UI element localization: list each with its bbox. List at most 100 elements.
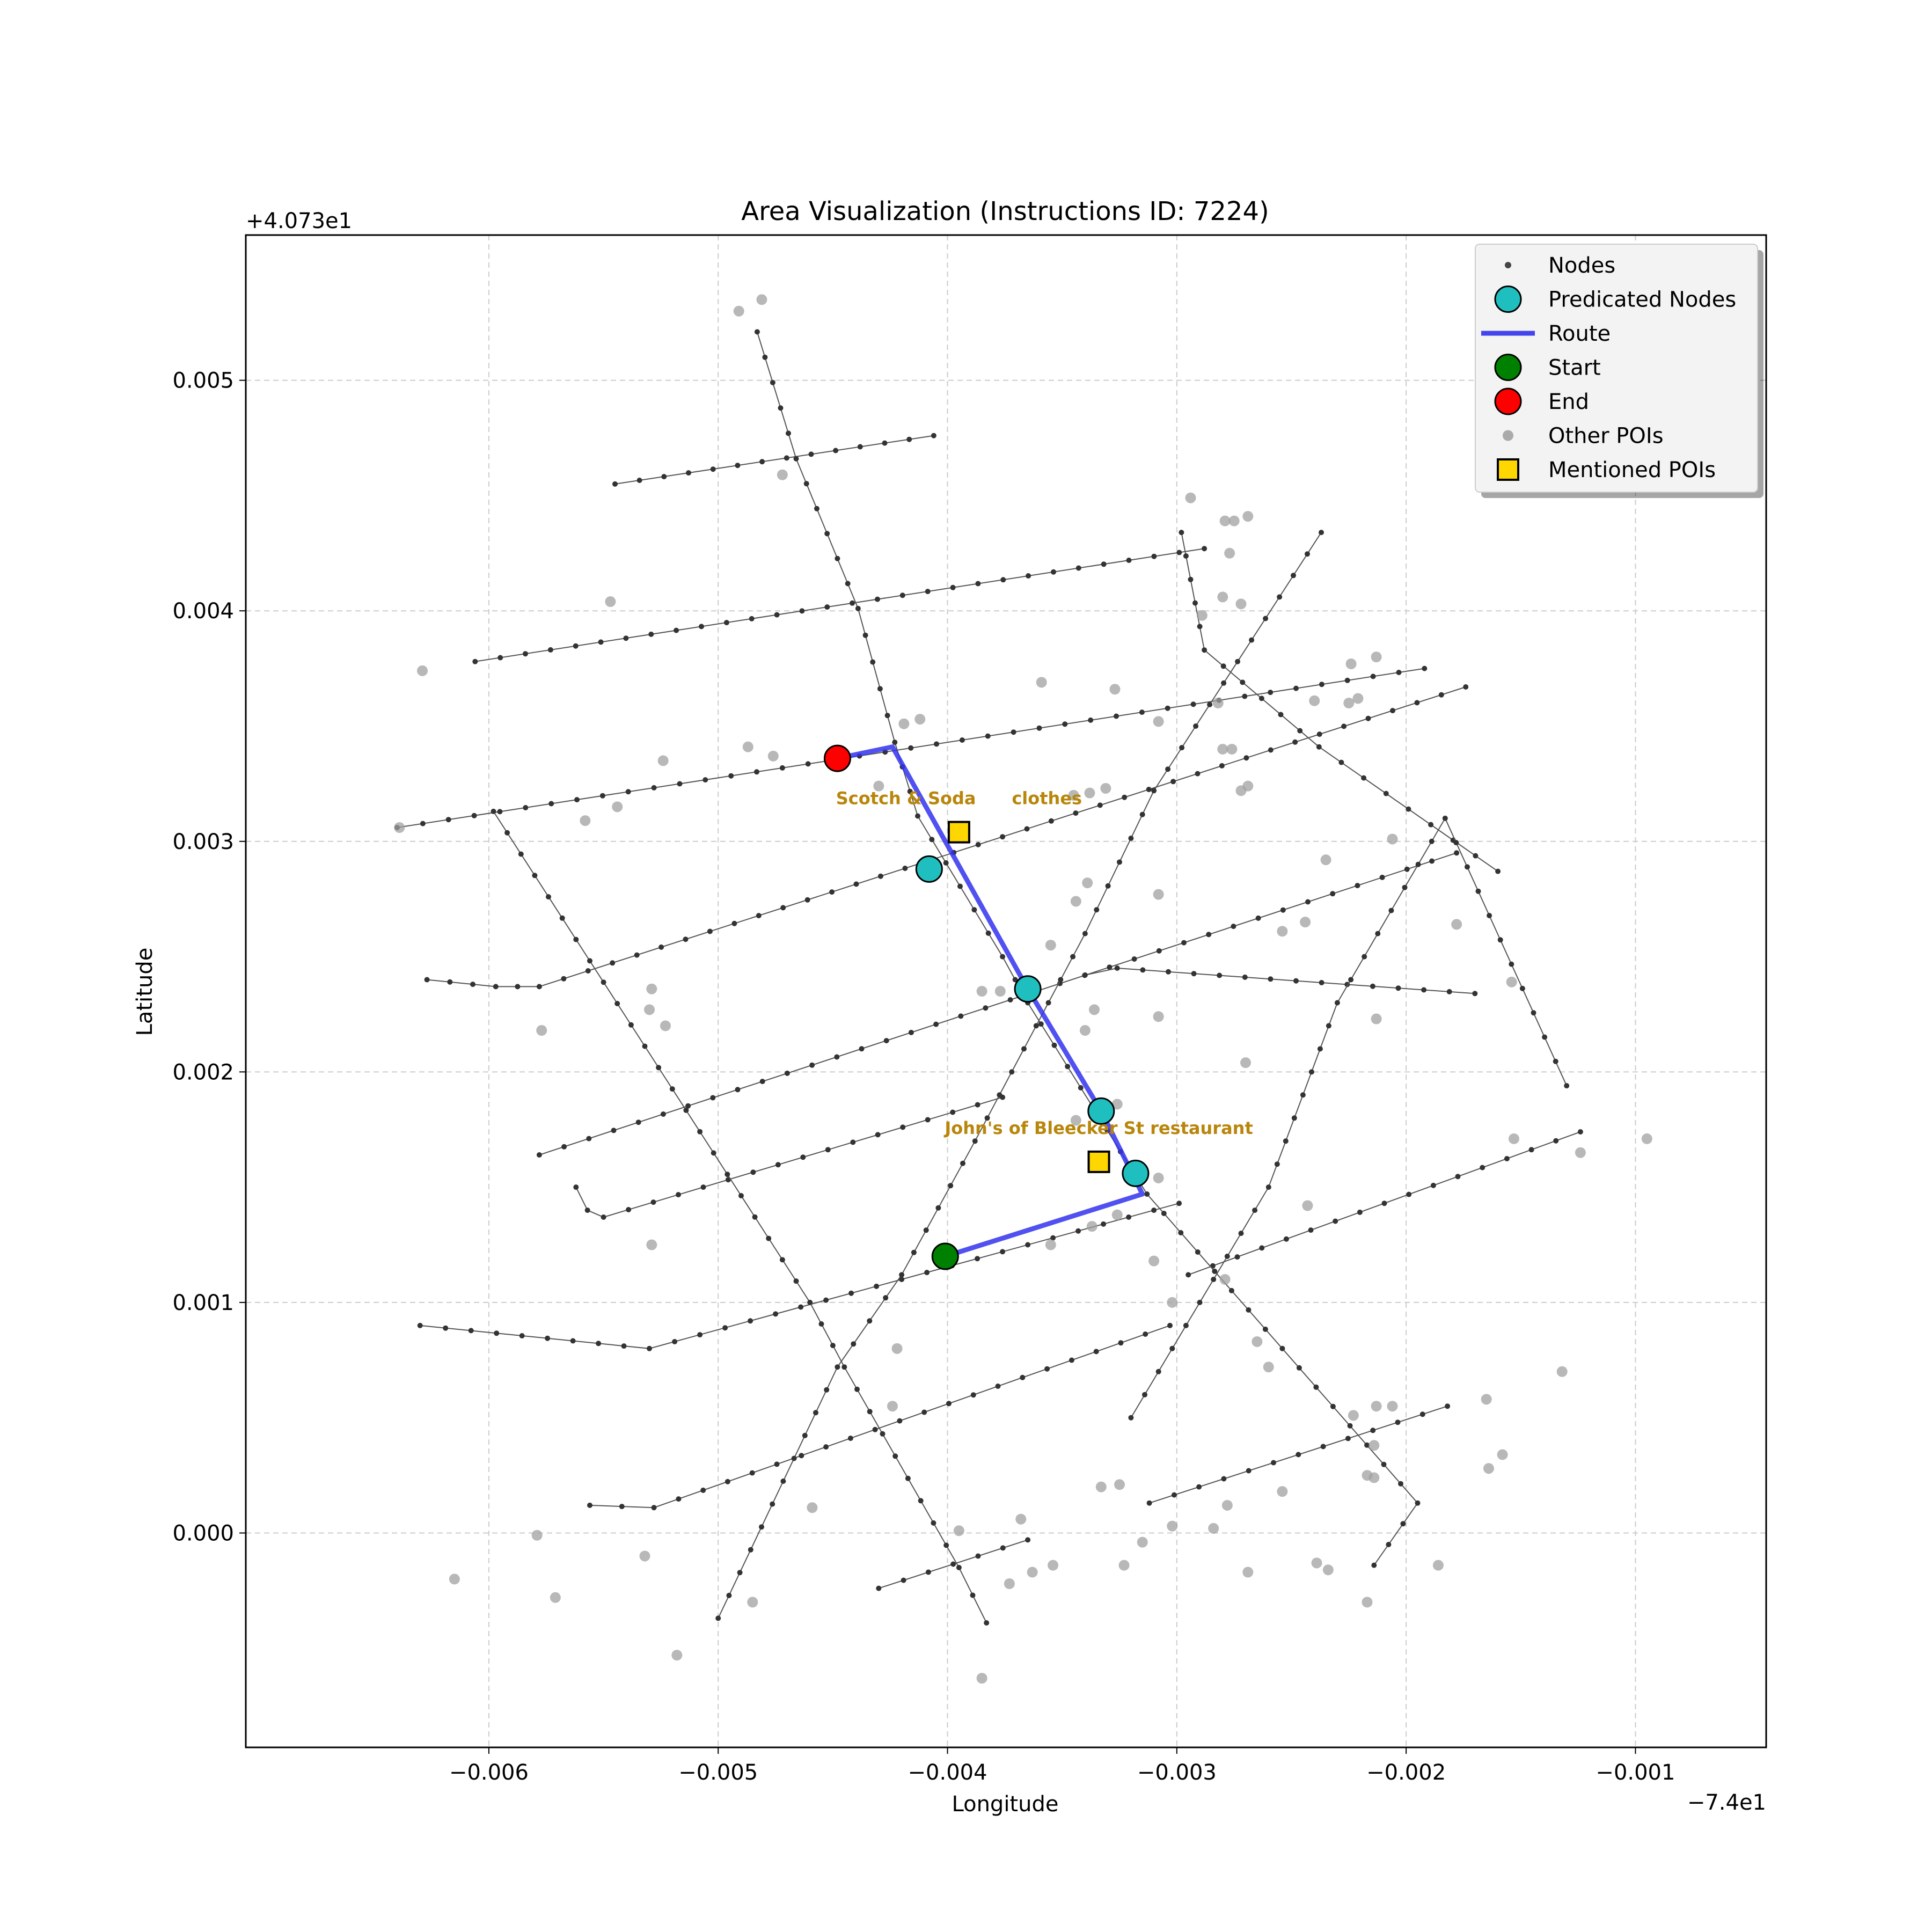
- street-node: [759, 1524, 764, 1530]
- other-poi: [1575, 1147, 1586, 1158]
- street-node: [1114, 965, 1120, 971]
- street-node: [1445, 1403, 1451, 1409]
- street-node: [752, 1214, 758, 1220]
- street-node: [1364, 1442, 1370, 1448]
- street-node: [628, 1022, 634, 1028]
- street-node: [897, 1418, 903, 1424]
- street-node: [774, 1461, 780, 1467]
- street-node: [943, 1542, 949, 1548]
- street-node: [561, 976, 567, 982]
- street-node: [1347, 1423, 1353, 1429]
- other-poi: [1045, 940, 1056, 951]
- other-poi: [1302, 1200, 1313, 1211]
- street-node: [650, 1199, 656, 1205]
- legend-label: Predicated Nodes: [1548, 288, 1736, 312]
- street-node: [1176, 1201, 1182, 1206]
- street-node: [493, 984, 499, 990]
- street-node: [874, 1283, 880, 1289]
- street-node: [724, 1479, 730, 1484]
- street-node: [1278, 712, 1284, 718]
- street-node: [1151, 553, 1157, 559]
- street-node: [1051, 1042, 1057, 1048]
- street-node: [1179, 530, 1184, 536]
- street-node: [950, 584, 956, 590]
- street-node: [545, 1335, 551, 1341]
- other-poi: [1320, 854, 1331, 866]
- street-node: [1422, 665, 1428, 671]
- x-tick-label: −0.006: [449, 1760, 529, 1785]
- other-poi: [1004, 1578, 1015, 1590]
- other-poi: [1311, 1557, 1322, 1569]
- street-node: [677, 781, 683, 787]
- street-node: [899, 1272, 905, 1278]
- street-node: [642, 1043, 648, 1049]
- legend-nodes-marker: [1505, 262, 1511, 268]
- street-node: [1183, 553, 1189, 559]
- street-node: [491, 808, 496, 814]
- street-node: [1036, 725, 1042, 731]
- street-node: [1305, 899, 1311, 905]
- street-node: [1553, 1138, 1559, 1144]
- street-node: [1542, 1034, 1548, 1040]
- other-poi: [1483, 1463, 1494, 1474]
- street-node: [1472, 991, 1478, 997]
- street-node: [619, 1504, 625, 1510]
- plot-frame: [245, 234, 1767, 1748]
- street-node: [958, 1013, 964, 1019]
- street-node: [1161, 1211, 1167, 1216]
- street-node: [799, 608, 805, 614]
- street-node: [908, 1029, 914, 1035]
- street-node: [924, 1270, 930, 1276]
- street-node: [793, 1278, 799, 1284]
- other-poi: [1095, 1481, 1107, 1492]
- other-poi: [1371, 1401, 1382, 1412]
- street-node: [1371, 1562, 1377, 1568]
- other-poi: [1153, 716, 1164, 727]
- street-node: [948, 1183, 954, 1189]
- street-node: [1252, 1208, 1258, 1213]
- other-poi: [1086, 1221, 1097, 1232]
- street-node: [943, 860, 949, 866]
- legend-circle-marker: [1494, 354, 1522, 381]
- street-node: [1365, 715, 1371, 721]
- street-node: [1305, 551, 1310, 557]
- street-node: [1193, 723, 1199, 729]
- other-poi: [536, 1025, 547, 1036]
- street-node: [1169, 1345, 1175, 1351]
- street-node: [1025, 1537, 1031, 1543]
- other-poi: [1100, 782, 1111, 794]
- street-node: [892, 740, 898, 745]
- street-node: [830, 1343, 836, 1349]
- street-node: [862, 632, 868, 638]
- street-node: [523, 805, 529, 810]
- street-node: [1075, 1228, 1081, 1234]
- street-node: [935, 1205, 941, 1211]
- street-node: [970, 1592, 976, 1598]
- street-node: [1345, 1436, 1351, 1441]
- other-poi: [657, 755, 669, 766]
- street-node: [1370, 983, 1375, 989]
- street-segment: [475, 548, 1205, 662]
- street-node: [1308, 1069, 1314, 1075]
- street-node: [728, 773, 734, 779]
- street-node: [1296, 1452, 1301, 1458]
- street-node: [1577, 1129, 1583, 1135]
- street-node: [1415, 861, 1421, 867]
- street-node: [1009, 1069, 1015, 1075]
- other-poi: [449, 1574, 460, 1585]
- street-node: [532, 873, 538, 879]
- street-node: [599, 793, 605, 799]
- street-node: [1195, 1249, 1201, 1255]
- street-node: [737, 1570, 743, 1576]
- y-tick-label: 0.001: [172, 1291, 234, 1315]
- other-poi: [550, 1592, 561, 1603]
- street-node: [1165, 705, 1170, 711]
- street-node: [658, 944, 664, 950]
- y-tick-label: 0.003: [172, 830, 234, 854]
- street-node: [1495, 868, 1501, 874]
- street-node: [1212, 1268, 1218, 1274]
- street-node: [905, 1475, 911, 1481]
- street-node: [470, 982, 475, 987]
- street-node: [1065, 1064, 1071, 1070]
- street-node: [1395, 1419, 1401, 1425]
